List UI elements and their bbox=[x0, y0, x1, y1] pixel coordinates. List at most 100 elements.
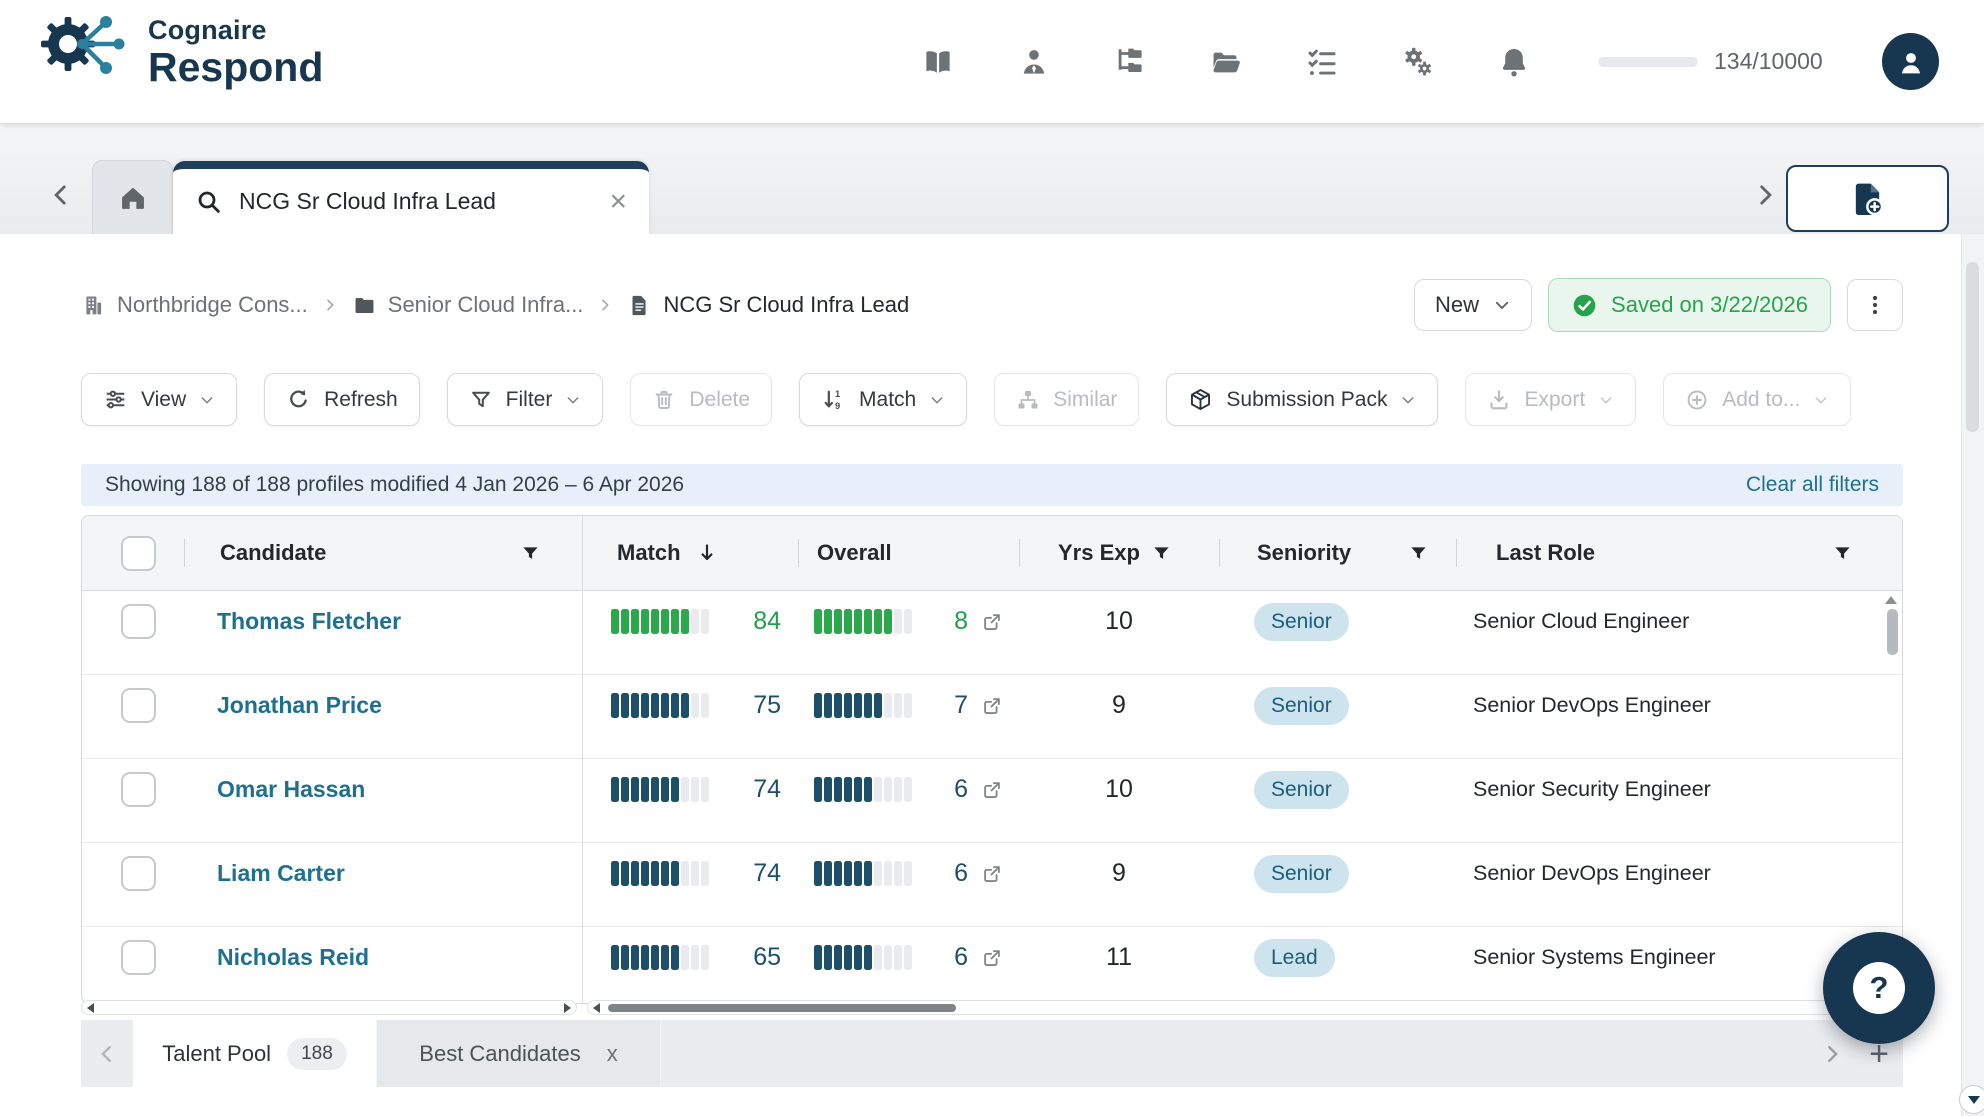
filter-funnel-icon[interactable] bbox=[521, 544, 540, 563]
add-to-button[interactable]: Add to... bbox=[1663, 373, 1852, 426]
row-checkbox[interactable] bbox=[121, 940, 156, 975]
candidate-name-link[interactable]: Nicholas Reid bbox=[217, 944, 370, 970]
bar-segment bbox=[621, 693, 629, 718]
breadcrumb-item-folder[interactable]: Senior Cloud Infra... bbox=[352, 292, 583, 318]
candidate-cell: Liam Carter bbox=[184, 860, 582, 909]
scroll-left-icon[interactable] bbox=[87, 1002, 94, 1013]
column-header-match[interactable]: Match bbox=[582, 516, 798, 590]
table-row[interactable]: Thomas Fletcher 84 8 10 Senior Senior Cl… bbox=[82, 591, 1902, 675]
row-checkbox[interactable] bbox=[121, 688, 156, 723]
horizontal-scroll-thumb[interactable] bbox=[608, 1003, 956, 1012]
select-all-checkbox[interactable] bbox=[121, 535, 156, 571]
main-panel: Northbridge Cons... Senior Cloud Infra..… bbox=[0, 234, 1984, 1116]
table-vertical-scrollbar[interactable] bbox=[1887, 609, 1898, 655]
tabs-scroll-left-icon[interactable] bbox=[48, 178, 74, 212]
bar-segment bbox=[611, 861, 619, 886]
external-link-icon[interactable] bbox=[981, 779, 1003, 801]
breadcrumb-item-client[interactable]: Northbridge Cons... bbox=[81, 292, 308, 318]
row-checkbox[interactable] bbox=[121, 772, 156, 807]
sheet-tabs-scroll-right-icon[interactable] bbox=[1821, 1040, 1843, 1068]
active-document-tab[interactable]: NCG Sr Cloud Infra Lead × bbox=[173, 161, 649, 234]
org-tree-icon[interactable] bbox=[1112, 44, 1148, 80]
column-label: Last Role bbox=[1496, 540, 1596, 565]
match-score-value: 75 bbox=[753, 691, 781, 719]
bar-segment bbox=[844, 945, 852, 970]
scroll-right-icon[interactable] bbox=[564, 1002, 571, 1013]
column-header-last-role[interactable]: Last Role bbox=[1456, 516, 1902, 590]
table-row[interactable]: Nicholas Reid 65 6 11 Lead Senior System… bbox=[82, 927, 1902, 1003]
seniority-badge: Senior bbox=[1254, 686, 1349, 725]
candidates-icon[interactable] bbox=[1016, 44, 1052, 80]
row-checkbox[interactable] bbox=[121, 604, 156, 639]
notifications-icon[interactable] bbox=[1496, 44, 1532, 80]
export-button[interactable]: Export bbox=[1465, 373, 1637, 426]
frozen-columns-scrollbar[interactable] bbox=[81, 1000, 577, 1015]
new-button-label: New bbox=[1435, 292, 1480, 317]
external-link-icon[interactable] bbox=[981, 947, 1003, 969]
candidate-name-link[interactable]: Omar Hassan bbox=[217, 776, 366, 802]
breadcrumb: Northbridge Cons... Senior Cloud Infra..… bbox=[81, 274, 1903, 336]
table-row[interactable]: Liam Carter 74 6 9 Senior Senior DevOps … bbox=[82, 843, 1902, 927]
match-cell: 74 bbox=[582, 859, 798, 910]
table-row[interactable]: Omar Hassan 74 6 10 Senior Senior Securi… bbox=[82, 759, 1902, 843]
candidate-name-link[interactable]: Jonathan Price bbox=[217, 692, 382, 718]
bar-segment bbox=[641, 693, 649, 718]
close-tab-icon[interactable]: × bbox=[609, 184, 627, 218]
clear-all-filters-link[interactable]: Clear all filters bbox=[1745, 473, 1879, 496]
sliders-icon bbox=[106, 390, 125, 409]
column-header-yrs-exp[interactable]: Yrs Exp bbox=[1019, 516, 1219, 590]
saved-status-label: Saved on 3/22/2026 bbox=[1611, 292, 1808, 317]
candidate-name-link[interactable]: Liam Carter bbox=[217, 860, 345, 886]
filter-funnel-icon[interactable] bbox=[1152, 544, 1171, 563]
tasks-icon[interactable] bbox=[1304, 44, 1340, 80]
close-sheet-tab-icon[interactable]: x bbox=[606, 1040, 618, 1066]
scroll-down-button[interactable] bbox=[1959, 1085, 1984, 1114]
table-row[interactable]: Jonathan Price 75 7 9 Senior Senior DevO… bbox=[82, 675, 1902, 759]
candidate-name-link[interactable]: Thomas Fletcher bbox=[217, 608, 402, 634]
sheet-tabs-scroll-left-icon[interactable] bbox=[81, 1020, 133, 1087]
settings-icon[interactable] bbox=[1400, 44, 1436, 80]
match-button[interactable]: 1 9 Match bbox=[799, 373, 968, 426]
similar-button[interactable]: Similar bbox=[994, 373, 1140, 426]
row-checkbox[interactable] bbox=[121, 856, 156, 891]
bar-segment bbox=[701, 945, 709, 970]
refresh-button[interactable]: Refresh bbox=[264, 373, 420, 426]
column-header-candidate[interactable]: Candidate bbox=[184, 516, 582, 590]
column-header-seniority[interactable]: Seniority bbox=[1219, 516, 1456, 590]
help-button[interactable]: ? bbox=[1823, 932, 1935, 1044]
sheet-tab-talent-pool[interactable]: Talent Pool 188 bbox=[133, 1020, 376, 1087]
vertical-scroll-thumb[interactable] bbox=[1966, 262, 1979, 432]
table-scroll-up-icon[interactable] bbox=[1885, 596, 1897, 604]
new-document-button[interactable] bbox=[1786, 165, 1949, 232]
bar-segment bbox=[824, 609, 832, 634]
last-role-cell: Senior Systems Engineer bbox=[1473, 945, 1716, 969]
bar-segment bbox=[681, 777, 689, 802]
external-link-icon[interactable] bbox=[981, 863, 1003, 885]
user-avatar[interactable] bbox=[1882, 33, 1939, 90]
submission-pack-button[interactable]: Submission Pack bbox=[1166, 373, 1439, 426]
column-header-overall[interactable]: Overall bbox=[798, 516, 1019, 590]
projects-icon[interactable] bbox=[1208, 44, 1244, 80]
bar-segment bbox=[671, 945, 679, 970]
page-vertical-scrollbar[interactable] bbox=[1959, 234, 1984, 1116]
sort-desc-icon[interactable] bbox=[695, 541, 719, 565]
brand-logo: Cognaire Respond bbox=[38, 10, 323, 94]
add-sheet-icon[interactable]: + bbox=[1869, 1034, 1889, 1073]
view-button[interactable]: View bbox=[81, 373, 238, 426]
external-link-icon[interactable] bbox=[981, 695, 1003, 717]
new-button[interactable]: New bbox=[1414, 279, 1533, 331]
tabs-scroll-right-icon[interactable] bbox=[1752, 178, 1778, 212]
filter-button[interactable]: Filter bbox=[446, 373, 604, 426]
external-link-icon[interactable] bbox=[981, 611, 1003, 633]
filter-funnel-icon[interactable] bbox=[1833, 544, 1852, 563]
table-horizontal-scrollbar[interactable] bbox=[587, 1000, 1903, 1015]
more-options-button[interactable] bbox=[1847, 279, 1903, 331]
library-icon[interactable] bbox=[920, 44, 956, 80]
filter-funnel-icon[interactable] bbox=[1409, 544, 1428, 563]
scroll-left-icon[interactable] bbox=[593, 1002, 600, 1013]
home-tab[interactable] bbox=[92, 160, 173, 234]
sheet-tab-best-candidates[interactable]: Best Candidates x bbox=[376, 1020, 661, 1087]
delete-button[interactable]: Delete bbox=[630, 373, 773, 426]
bar-segment bbox=[844, 609, 852, 634]
search-icon bbox=[198, 191, 220, 213]
